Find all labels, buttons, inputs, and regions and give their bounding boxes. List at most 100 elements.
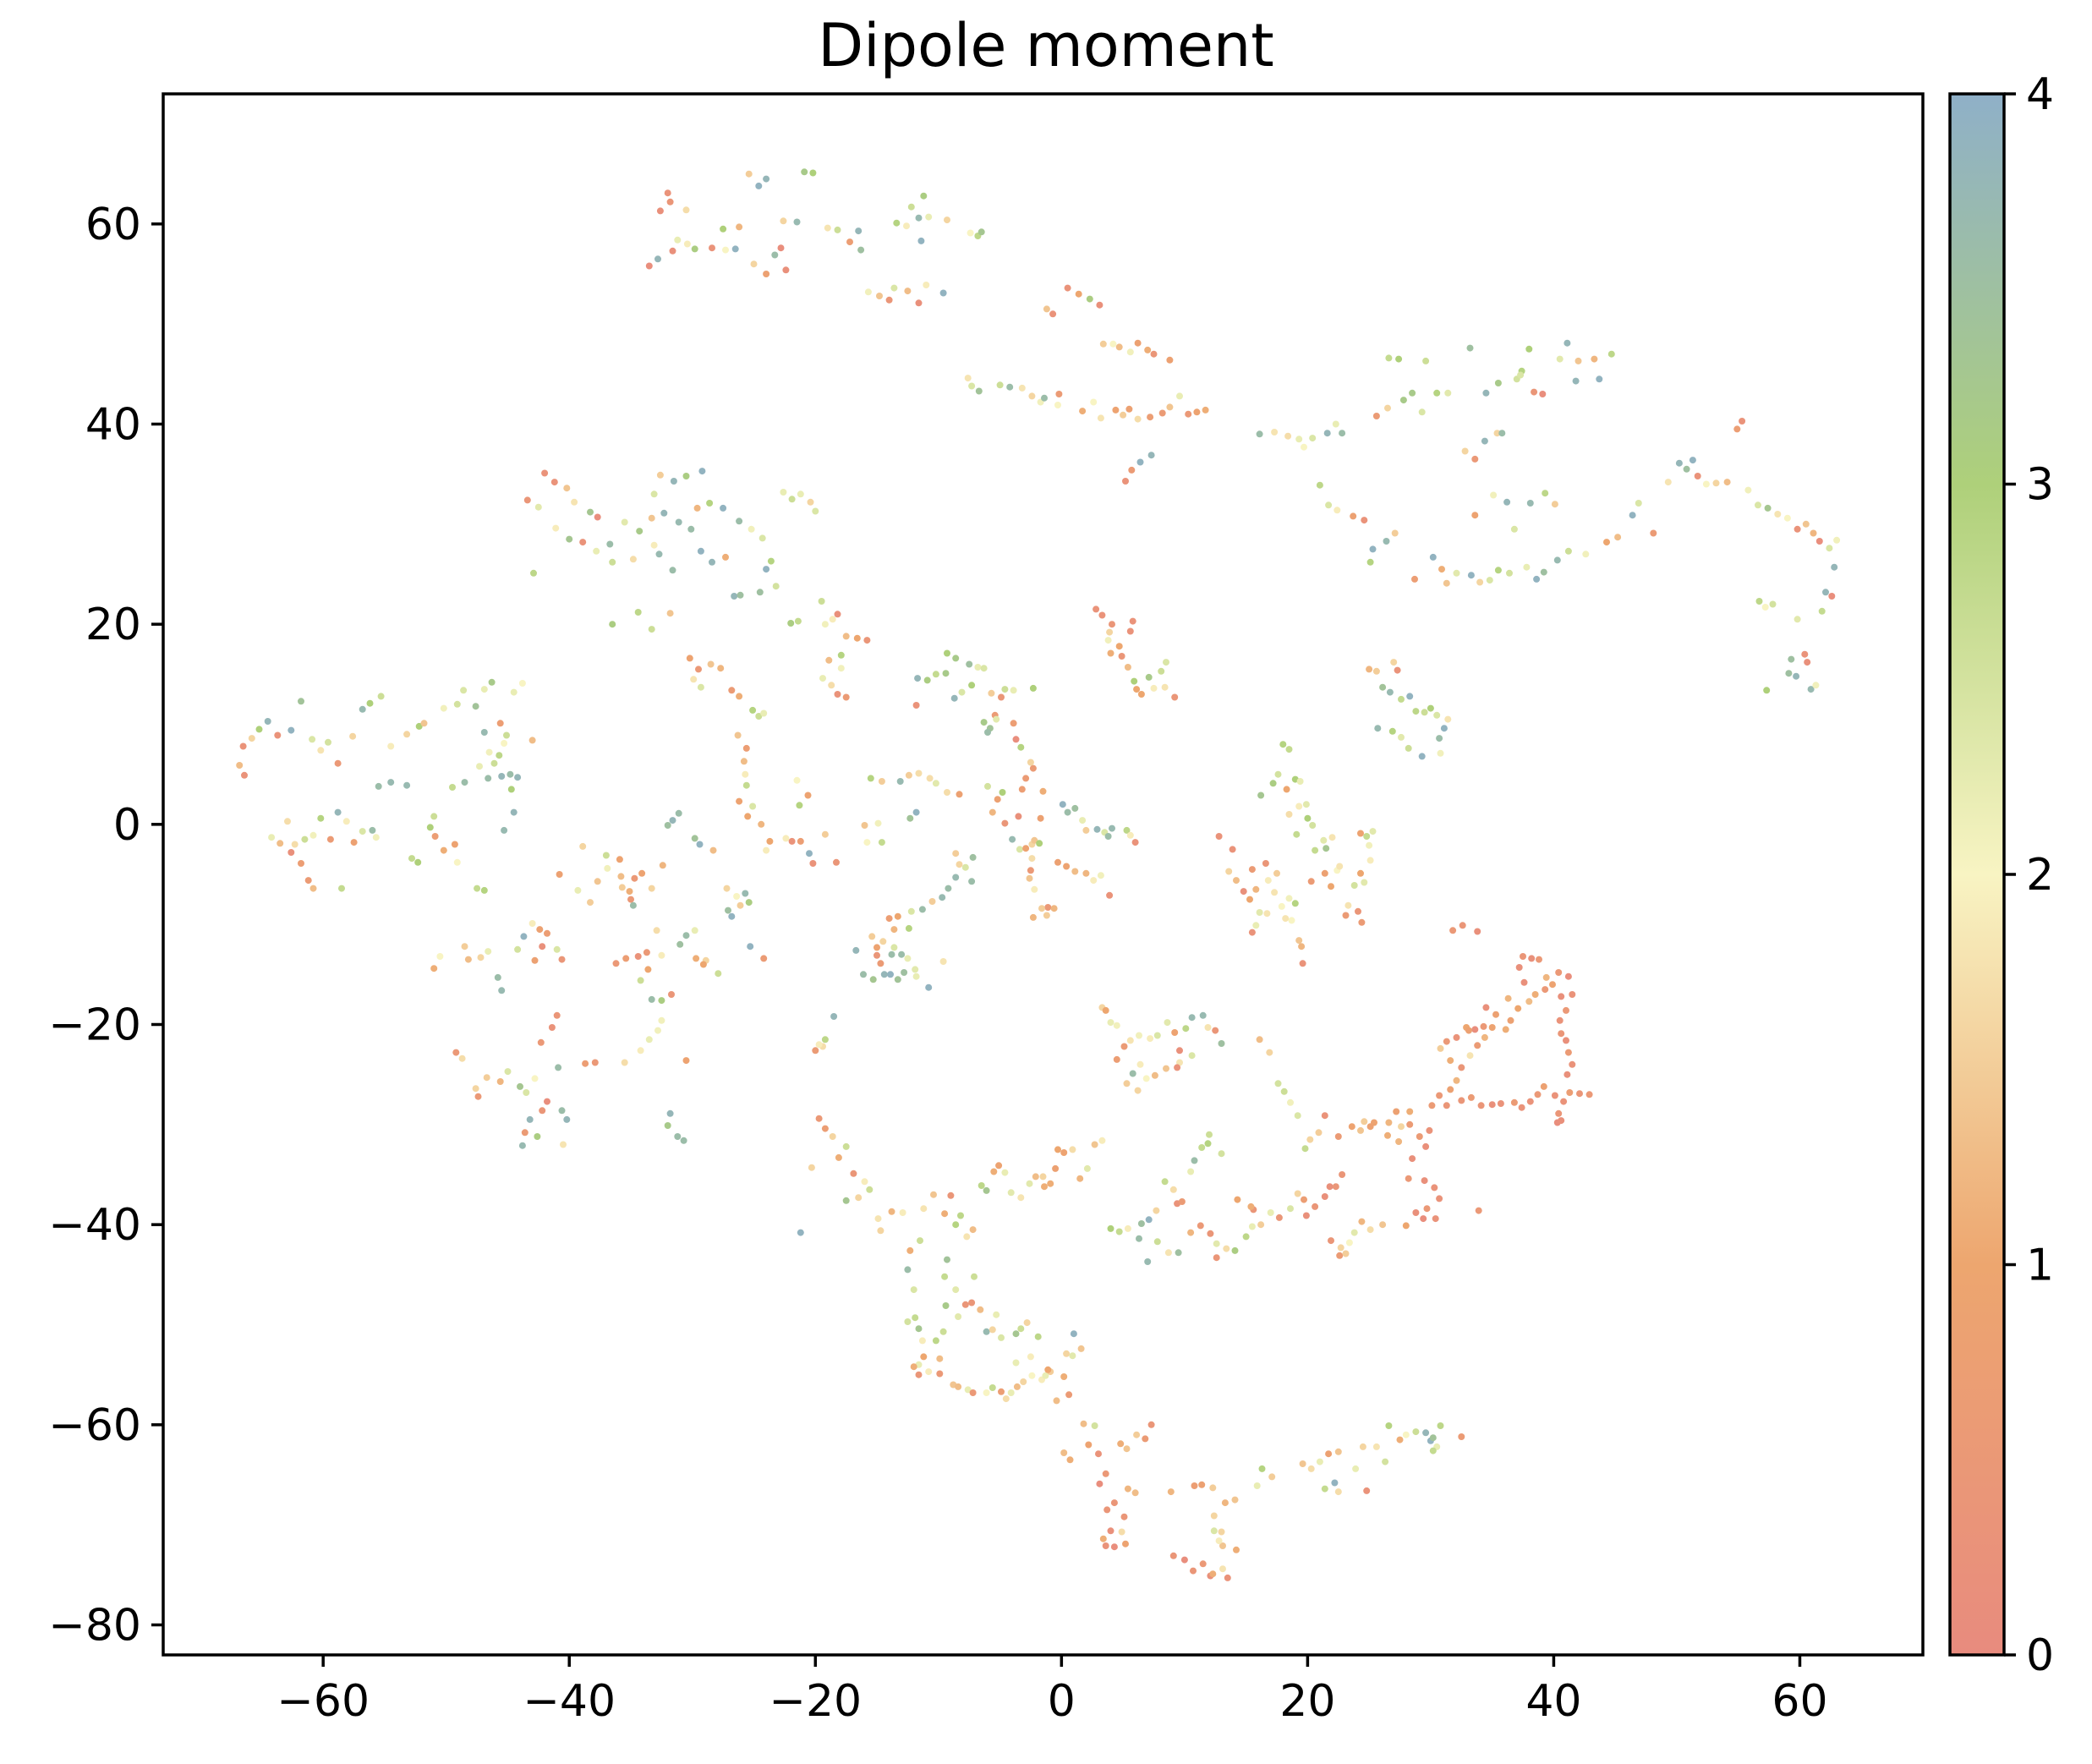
data-point [501,740,508,747]
data-point [968,382,976,390]
data-point [644,966,652,973]
data-point [1409,1155,1416,1163]
data-point [1020,1378,1027,1385]
data-point [674,236,682,244]
data-point [1440,725,1448,732]
data-point [697,683,704,691]
data-point [1215,1537,1223,1545]
data-point [1764,504,1772,512]
data-point [1585,1091,1593,1098]
data-point [1502,1026,1509,1033]
data-point [1219,1565,1226,1573]
data-point [668,991,675,998]
data-point [1115,643,1123,650]
data-point [1763,687,1771,694]
data-point [853,634,861,642]
data-point [1374,725,1382,732]
data-point [975,387,983,395]
data-point [1536,956,1542,963]
data-point [1279,741,1287,748]
data-point [1366,558,1374,566]
data-point [1231,1496,1239,1504]
data-point [1113,1022,1120,1029]
data-point [1050,905,1058,912]
data-point [1120,1043,1128,1050]
data-point [1031,885,1038,893]
data-point [1793,672,1800,680]
data-point [1514,1005,1522,1012]
data-point [1075,290,1082,298]
data-point [498,987,506,994]
data-point [1490,491,1498,499]
colorbar [1948,92,2006,1657]
data-point [553,945,561,953]
data-point [944,789,950,796]
data-point [1039,1173,1047,1181]
data-point [1296,778,1304,785]
data-point [1307,1465,1315,1472]
data-point [1010,687,1017,694]
data-point [1352,1465,1360,1472]
data-point [1467,1093,1475,1101]
data-point [1398,695,1405,703]
data-point [1145,673,1153,681]
data-point [1831,563,1838,571]
data-point [1198,1144,1206,1151]
data-point [942,1302,950,1309]
data-point [268,834,276,841]
data-point [1395,1138,1403,1145]
data-point [1755,598,1763,605]
data-point [1041,1183,1048,1191]
data-point [1187,1229,1195,1236]
data-point [1120,411,1127,419]
data-point [674,1133,682,1140]
data-point [1060,1449,1068,1456]
data-point [824,224,831,232]
y-tick-label: −20 [48,1000,141,1051]
data-point [1133,686,1141,693]
data-point [1515,964,1523,971]
data-point [579,539,587,546]
data-point [1384,1131,1391,1139]
data-point [925,983,933,991]
data-point [887,971,894,978]
data-point [977,1306,984,1313]
data-point [829,1133,836,1140]
data-point [645,262,653,270]
data-point [1107,1019,1114,1027]
data-point [1783,514,1791,522]
data-point [480,886,488,894]
data-point [828,682,835,689]
data-point [1090,398,1098,406]
data-point [464,956,472,963]
data-point [301,835,309,843]
data-point [1802,520,1810,528]
data-point [819,675,826,682]
data-point [1459,922,1466,929]
data-point [552,524,560,532]
data-point [920,1353,928,1361]
data-point [1372,413,1380,419]
data-point [890,284,898,292]
data-point [850,1170,857,1177]
data-point [1126,348,1134,356]
data-point [1301,1145,1309,1153]
data-point [1124,1224,1131,1232]
data-point [1117,1440,1125,1448]
data-point [767,557,775,565]
data-point [1069,1352,1076,1360]
data-point [999,789,1006,796]
data-point [1017,1325,1025,1333]
data-point [1411,575,1418,583]
data-point [693,504,701,512]
data-point [742,890,749,897]
data-point [1350,1229,1358,1236]
data-point [474,885,481,892]
data-point [1007,1189,1015,1197]
data-point [1125,405,1133,413]
data-point [1166,356,1174,364]
data-point [978,228,985,236]
data-point [1321,1112,1328,1120]
data-point [1158,409,1166,417]
data-point [1334,1488,1342,1496]
